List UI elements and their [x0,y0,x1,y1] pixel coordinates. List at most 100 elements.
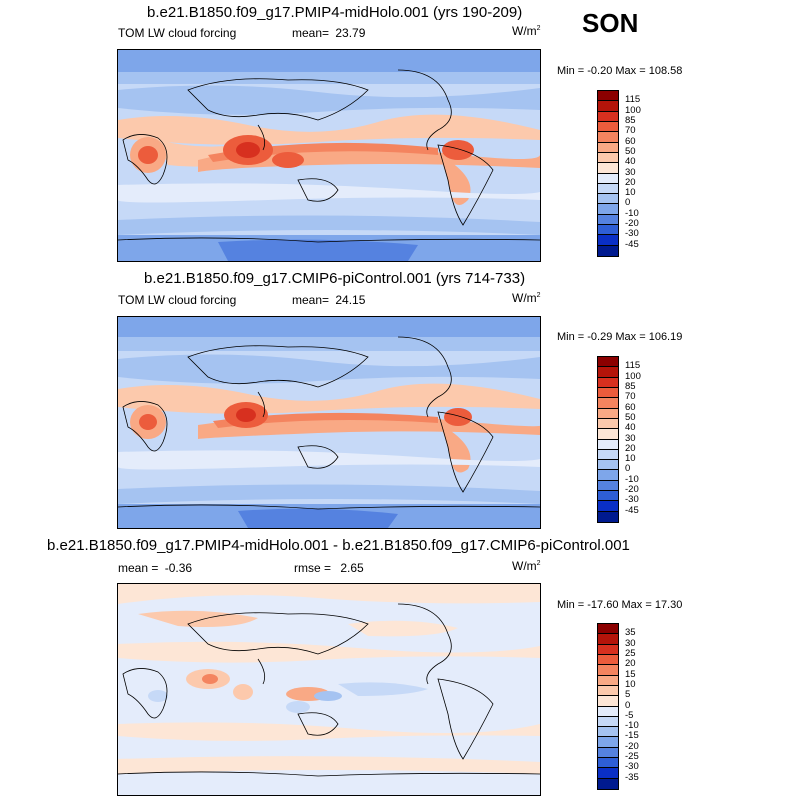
colorbar-tick-label: 60 [625,135,636,147]
colorbar-tick-label: 20 [625,442,636,454]
colorbar-tick-label: 20 [625,658,636,670]
panel-2-mean: mean= 24.15 [292,293,365,307]
colorbar-tick-label: 30 [625,432,636,444]
colorbar-swatch [598,665,618,676]
colorbar-swatch [598,685,618,697]
panel-3-rmse-value: 2.65 [340,561,364,575]
colorbar-swatch [598,418,618,430]
colorbar-swatch [598,142,618,153]
colorbar-tick-label: -30 [625,494,639,506]
colorbar-swatch [598,111,618,122]
colorbar-swatch [598,132,618,143]
colorbar-tick-label: 50 [625,411,636,423]
panel-1-colorbar [597,90,619,257]
panel-2-variable-label: TOM LW cloud forcing [118,293,237,307]
colorbar-tick-label: 35 [625,627,636,639]
panel-3-rmse-label: rmse = [294,561,332,575]
colorbar-swatch [598,408,618,419]
panel-2-title: b.e21.B1850.f09_g17.CMIP6-piControl.001 … [144,270,526,287]
season-label: SON [582,8,639,38]
panel-2-minmax: Min = -0.29 Max = 106.19 [557,331,683,343]
panel-2-units-text: W/m [512,291,537,305]
colorbar-tick-label: 100 [625,104,641,116]
colorbar-tick-label: 10 [625,187,636,199]
colorbar-swatch [598,644,618,655]
colorbar-swatch [598,101,618,112]
panel-2-mean-label: mean= [292,293,330,307]
panel-3-units: W/m2 [512,559,541,573]
panel-2-mean-value: 24.15 [335,293,366,307]
colorbar-tick-label: 15 [625,668,636,680]
colorbar-swatch [598,367,618,378]
panel-3-rmse: rmse = 2.65 [294,561,364,575]
panel-1-units-text: W/m [512,24,537,38]
colorbar-swatch [598,214,618,226]
colorbar-tick-label: 70 [625,125,636,137]
colorbar-tick-label: 40 [625,156,636,168]
colorbar-swatch [598,91,618,102]
panel-1-map [117,49,541,262]
colorbar-swatch [598,225,618,236]
colorbar-swatch [598,163,618,174]
panel-3-minmax: Min = -17.60 Max = 17.30 [557,599,683,611]
colorbar-swatch [598,480,618,492]
colorbar-tick-label: -25 [625,751,639,763]
colorbar-swatch [598,624,618,635]
colorbar-tick-label: 0 [625,463,631,475]
colorbar-swatch [598,654,618,666]
panel-2-units: W/m2 [512,291,541,305]
panel-1-mean-label: mean= [292,26,330,40]
colorbar-swatch [598,511,618,522]
colorbar-swatch [598,377,618,388]
panel-3-mean-label: mean = [118,561,159,575]
panel-1-minmax: Min = -0.20 Max = 108.58 [557,65,683,77]
colorbar-tick-label: -15 [625,730,639,742]
panel-3-mean-value: -0.36 [164,561,193,575]
colorbar-swatch [598,716,618,728]
panel-3-mean: mean = -0.36 [118,561,192,575]
panel-3-map-svg [118,584,540,795]
panel-3-title: b.e21.B1850.f09_g17.PMIP4-midHolo.001 - … [47,537,630,554]
panel-2-map [117,316,541,529]
colorbar-swatch [598,634,618,645]
colorbar-tick-label: 70 [625,391,636,403]
panel-3-map [117,583,541,796]
colorbar-swatch [598,245,618,256]
colorbar-tick-label: -20 [625,740,639,752]
colorbar-swatch [598,357,618,368]
colorbar-tick-label: 100 [625,370,641,382]
colorbar-swatch [598,491,618,502]
colorbar-swatch [598,204,618,215]
colorbar-swatch [598,183,618,195]
panel-1-units: W/m2 [512,24,541,38]
panel-2-units-sup: 2 [536,292,541,299]
colorbar-tick-label: 85 [625,114,636,126]
colorbar-swatch [598,768,618,779]
colorbar-tick-label: -35 [625,771,639,783]
colorbar-swatch [598,387,618,399]
colorbar-swatch [598,235,618,246]
colorbar-tick-label: 20 [625,176,636,188]
colorbar-tick-label: 85 [625,380,636,392]
colorbar-tick-label: -5 [625,709,634,721]
colorbar-swatch [598,706,618,717]
colorbar-tick-label: 0 [625,699,631,711]
colorbar-tick-label: -30 [625,228,639,240]
panel-1-variable-label: TOM LW cloud forcing [118,26,237,40]
colorbar-tick-label: -10 [625,720,639,732]
colorbar-tick-label: -10 [625,207,639,219]
colorbar-swatch [598,121,618,133]
colorbar-tick-label: 10 [625,453,636,465]
colorbar-tick-label: 30 [625,637,636,649]
colorbar-tick-label: 115 [625,94,641,106]
colorbar-tick-label: 115 [625,360,641,372]
colorbar-swatch [598,696,618,707]
colorbar-tick-label: 40 [625,422,636,434]
colorbar-swatch [598,501,618,512]
panel-1-mean-value: 23.79 [335,26,366,40]
colorbar-swatch [598,398,618,409]
colorbar-swatch [598,758,618,769]
panel-3-units-sup: 2 [536,560,541,567]
colorbar-swatch [598,675,618,686]
panel-2-colorbar [597,356,619,523]
